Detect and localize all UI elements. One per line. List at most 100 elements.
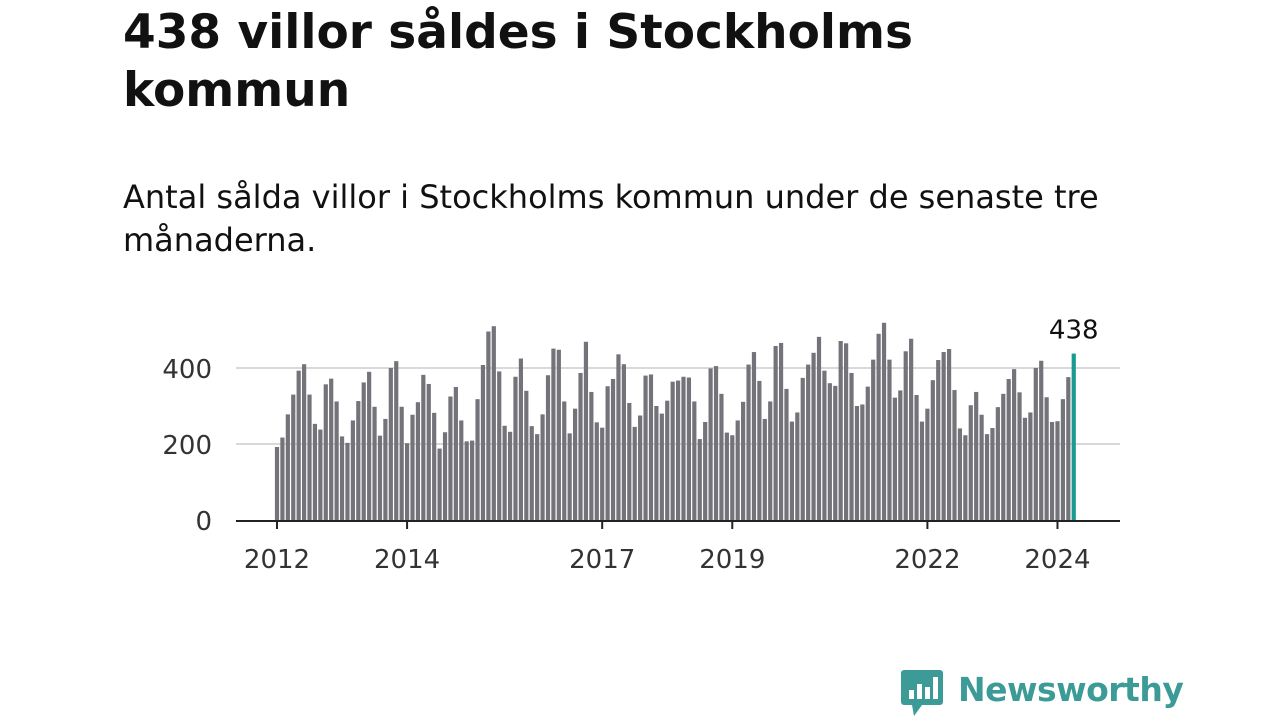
bar [638, 415, 643, 520]
bar [708, 368, 713, 520]
bar [285, 414, 290, 520]
bar [394, 361, 399, 520]
bar [806, 364, 811, 520]
bar [860, 404, 865, 520]
bar [778, 342, 784, 520]
bar [735, 420, 740, 520]
bar [816, 336, 822, 520]
x-tick-label: 2017 [569, 545, 635, 575]
bar [1039, 360, 1044, 520]
x-axis-ticks: 2012 2014 2017 2019 2022 2024 [244, 521, 1091, 575]
bar [605, 386, 610, 520]
brand-name: Newsworthy [958, 670, 1184, 709]
bar [502, 425, 507, 520]
x-tick-label: 2014 [374, 545, 440, 575]
bar [784, 388, 789, 520]
bar [312, 423, 318, 520]
bar [800, 377, 805, 520]
bar [383, 418, 388, 520]
bar [388, 368, 393, 520]
bar [367, 371, 372, 520]
bar [535, 434, 540, 520]
bar [871, 359, 876, 520]
bar [513, 376, 518, 520]
y-tick-label: 200 [162, 431, 212, 461]
bar [724, 432, 729, 520]
bar [741, 401, 746, 520]
bar [865, 386, 870, 520]
bar [648, 374, 654, 520]
bar [578, 372, 583, 520]
bar [903, 351, 908, 520]
bar [350, 420, 355, 520]
bar [507, 431, 513, 520]
bar [952, 390, 957, 520]
bar [600, 427, 605, 520]
bar [751, 352, 757, 520]
bar [361, 382, 366, 520]
bar [415, 402, 421, 520]
x-tick-label: 2019 [699, 545, 765, 575]
bar [616, 354, 621, 520]
newsworthy-logo: Newsworthy [900, 668, 1184, 720]
highlight-value-label: 438 [1049, 316, 1099, 346]
bar [621, 364, 626, 520]
bar [1055, 421, 1060, 520]
bar [1028, 412, 1033, 520]
bar [849, 372, 854, 520]
bar [876, 333, 881, 520]
bar [573, 408, 578, 520]
bar [1022, 417, 1028, 520]
bar [909, 338, 914, 520]
bar-highlight [1071, 353, 1076, 520]
bar [632, 426, 637, 520]
bar [432, 412, 437, 520]
bar [925, 408, 930, 520]
bar [930, 380, 935, 520]
bar [497, 371, 502, 520]
bar [1012, 369, 1017, 520]
bar [686, 377, 692, 520]
bar [1017, 392, 1022, 520]
bar [589, 391, 594, 520]
bar [1006, 379, 1011, 520]
bar [421, 374, 426, 520]
bar [551, 348, 556, 520]
bar [437, 448, 442, 520]
bar [302, 364, 307, 520]
bar [719, 393, 724, 520]
bar [464, 441, 469, 520]
bar [730, 435, 735, 520]
bar [491, 326, 496, 520]
bar [291, 394, 296, 520]
x-tick-label: 2022 [894, 545, 960, 575]
bar [1066, 377, 1071, 520]
bar [995, 407, 1000, 520]
bar [274, 447, 280, 520]
bar [1049, 421, 1055, 520]
bar [1060, 399, 1065, 520]
bar [746, 364, 751, 520]
bar [659, 413, 664, 520]
bar [963, 435, 968, 520]
bar [811, 352, 816, 520]
bar [979, 414, 984, 520]
y-tick-label: 0 [195, 507, 212, 537]
page-subtitle: Antal sålda villor i Stockholms kommun u… [123, 178, 1099, 259]
bar [984, 434, 990, 520]
bar [583, 341, 589, 520]
x-tick-label: 2012 [244, 545, 310, 575]
bar [654, 406, 659, 520]
bar [399, 406, 404, 520]
bar [296, 370, 301, 520]
bar [323, 384, 328, 520]
bar [887, 359, 892, 520]
bar [372, 406, 377, 520]
bar [356, 401, 361, 520]
bar [404, 443, 410, 520]
bar [795, 412, 800, 520]
bar [643, 375, 648, 520]
bar [844, 343, 849, 520]
bar [486, 331, 491, 520]
bar [681, 376, 686, 520]
